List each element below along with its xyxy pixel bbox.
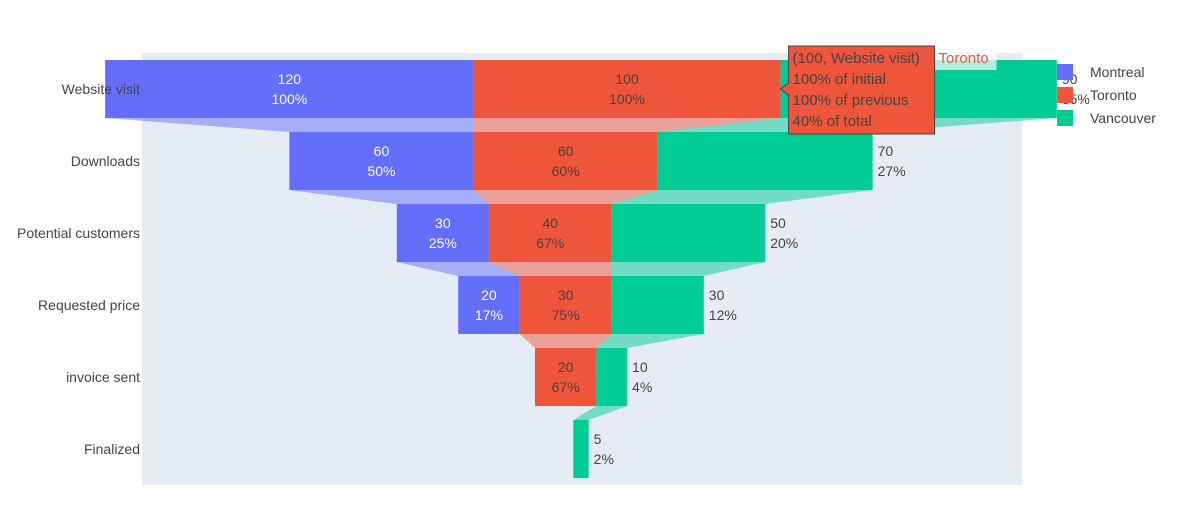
bar-percent-label-toronto-2: 67% [536,235,564,251]
connector-toronto-2 [488,262,612,276]
bar-value-label-vancouver-3: 30 [709,287,725,303]
hover-tooltip: Toronto (100, Website visit) 100% of initi… [779,45,997,135]
bar-value-label-vancouver-4: 10 [632,359,648,375]
legend-label-montreal[interactable]: Montreal [1090,64,1144,80]
bar-montreal-1 [289,132,474,190]
connector-vancouver-2 [611,262,766,276]
bar-value-label-toronto-1: 60 [558,143,574,159]
connector-vancouver-4 [573,406,628,420]
bar-percent-label-vancouver-4: 4% [632,379,652,395]
bar-vancouver-4 [596,348,628,406]
bar-percent-label-montreal-0: 100% [271,91,307,107]
bar-percent-label-montreal-2: 25% [429,235,457,251]
bar-value-label-montreal-1: 60 [374,143,390,159]
bar-toronto-0 [473,60,781,118]
hover-series-name: Toronto [939,50,989,67]
connector-vancouver-3 [596,334,704,348]
bar-value-label-montreal-2: 30 [435,215,451,231]
bar-montreal-0 [105,60,474,118]
connector-toronto-3 [519,334,612,348]
bar-vancouver-1 [657,132,873,190]
bar-value-label-montreal-3: 20 [481,287,497,303]
hover-line-3: 40% of total [793,113,872,130]
bar-percent-label-toronto-4: 67% [552,379,580,395]
bar-percent-label-toronto-3: 75% [552,307,580,323]
bar-vancouver-5 [573,420,589,478]
connector-montreal-0 [105,118,474,132]
connector-toronto-0 [473,118,781,132]
connector-toronto-1 [473,190,658,204]
bar-percent-label-vancouver-1: 27% [878,163,906,179]
legend-swatch-toronto[interactable] [1057,87,1073,103]
y-tick-label-2: Potential customers [17,225,140,241]
bar-toronto-1 [473,132,658,190]
legend-label-vancouver[interactable]: Vancouver [1090,110,1156,126]
bar-value-label-montreal-0: 120 [278,71,302,87]
hover-name-box [934,46,997,70]
y-tick-label-1: Downloads [71,153,140,169]
connector-montreal-2 [396,262,520,276]
bar-value-label-toronto-4: 20 [558,359,574,375]
y-tick-label-3: Requested price [38,297,140,313]
legend-label-toronto[interactable]: Toronto [1090,87,1137,103]
bar-percent-label-montreal-3: 17% [475,307,503,323]
bar-percent-label-toronto-1: 60% [552,163,580,179]
hover-box [779,45,936,135]
bar-value-label-vancouver-2: 50 [770,215,786,231]
bar-percent-label-vancouver-2: 20% [770,235,798,251]
y-tick-label-5: Finalized [84,441,140,457]
bar-toronto-3 [519,276,612,334]
hover-line-2: 100% of previous [793,92,909,109]
bar-toronto-2 [488,204,612,262]
bar-toronto-4 [534,348,597,406]
bar-value-label-toronto-2: 40 [543,215,559,231]
bar-montreal-3 [458,276,520,334]
y-tick-label-0: Website visit [62,81,140,97]
bar-value-label-vancouver-1: 70 [878,143,894,159]
bar-vancouver-3 [611,276,704,334]
bar-value-label-vancouver-5: 5 [594,431,602,447]
bar-montreal-2 [396,204,489,262]
hover-line-1: 100% of initial [793,71,886,88]
y-axis: Website visit Downloads Potential customer… [17,81,140,457]
connector-vancouver-1 [611,190,873,204]
bar-vancouver-2 [611,204,766,262]
connector-montreal-1 [289,190,489,204]
bar-percent-label-montreal-1: 50% [367,163,395,179]
bar-percent-label-vancouver-5: 2% [594,451,614,467]
funnel-bar-labels: 120 100% 60 50% 30 25% 20 17% 100 100% 60 60% 40 67% 3… [271,71,1089,467]
bar-value-label-toronto-0: 100 [615,71,639,87]
legend-swatch-vancouver[interactable] [1057,110,1073,126]
legend-swatch-montreal[interactable] [1057,64,1073,80]
bar-value-label-toronto-3: 30 [558,287,574,303]
y-tick-label-4: invoice sent [66,369,140,385]
legend: Montreal Toronto Vancouver [1057,64,1156,126]
hover-line-0: (100, Website visit) [793,50,920,67]
bar-percent-label-toronto-0: 100% [609,91,645,107]
bar-percent-label-vancouver-3: 12% [709,307,737,323]
